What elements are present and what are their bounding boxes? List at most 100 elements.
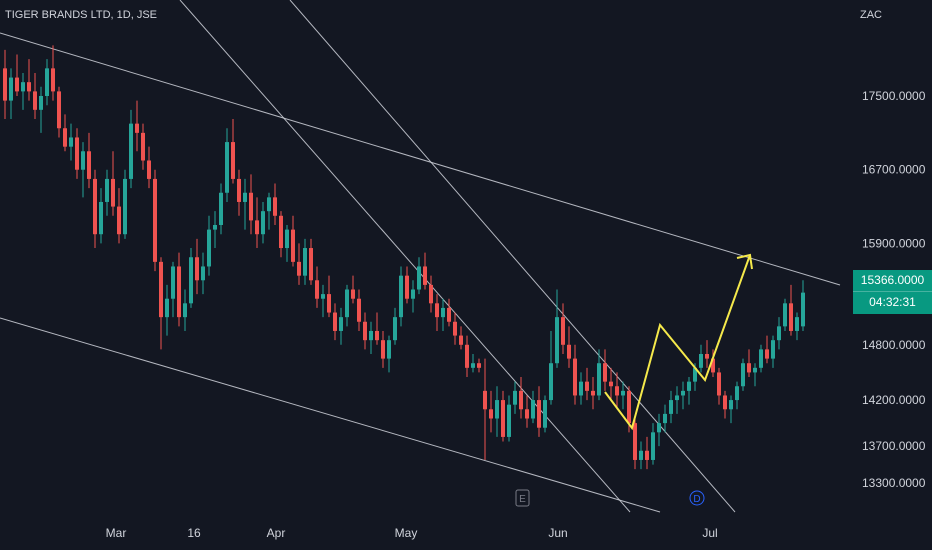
candle-body xyxy=(393,317,397,341)
candle-body xyxy=(273,197,277,216)
candle-body xyxy=(711,358,715,373)
candle-body xyxy=(45,68,49,96)
candle-body xyxy=(69,137,73,147)
candle-body xyxy=(405,275,409,299)
candle-body xyxy=(93,178,97,235)
candle-body xyxy=(27,82,31,92)
candle-body xyxy=(441,307,445,318)
candle-body xyxy=(483,390,487,410)
candle-body xyxy=(363,321,367,341)
y-tick-label: 15900.0000 xyxy=(862,236,926,250)
candle-body xyxy=(525,409,529,419)
x-tick-label: Jun xyxy=(548,526,567,540)
candle-body xyxy=(237,178,241,202)
y-tick-label: 13300.0000 xyxy=(862,476,926,490)
candle-body xyxy=(159,261,163,318)
candle-body xyxy=(549,363,553,401)
candle-body xyxy=(9,77,13,101)
candle-body xyxy=(537,400,541,428)
candle-body xyxy=(15,77,19,92)
candle-body xyxy=(417,266,421,290)
candle-body xyxy=(297,261,301,276)
x-tick-label: Mar xyxy=(106,526,127,540)
candle-body xyxy=(789,303,793,331)
candle-body xyxy=(435,303,439,318)
candle-body xyxy=(33,91,37,110)
candle-body xyxy=(123,178,127,235)
candle-body xyxy=(543,400,547,428)
currency-label: ZAC xyxy=(860,9,882,21)
candle-body xyxy=(771,340,775,359)
candle-body xyxy=(801,292,805,327)
dividend-marker xyxy=(689,490,705,506)
y-tick-label: 14200.0000 xyxy=(862,393,926,407)
dividend-label: D xyxy=(693,494,700,505)
candle-body xyxy=(243,192,247,202)
candle-body xyxy=(171,266,175,299)
candle-body xyxy=(597,363,601,396)
candle-body xyxy=(117,206,121,235)
candle-body xyxy=(309,248,313,281)
candle-body xyxy=(645,450,649,460)
candle-body xyxy=(231,142,235,179)
candle-body xyxy=(411,289,415,299)
y-tick-label: 13700.0000 xyxy=(862,439,926,453)
candle-body xyxy=(573,358,577,396)
candle-body xyxy=(519,390,523,410)
candle-body xyxy=(207,229,211,267)
candle-body xyxy=(699,354,703,368)
candle-body xyxy=(735,386,739,401)
symbol-title: TIGER BRANDS LTD, 1D, JSE xyxy=(5,9,157,21)
x-tick-label: May xyxy=(395,526,418,540)
candle-body xyxy=(663,413,667,424)
candle-body xyxy=(561,317,565,345)
candle-body xyxy=(765,349,769,359)
earnings-marker xyxy=(515,489,530,507)
annotation-path xyxy=(604,254,751,431)
candle-body xyxy=(129,123,133,179)
candle-body xyxy=(489,409,493,419)
candle-body xyxy=(579,381,583,396)
candle-body xyxy=(249,192,253,221)
candle-body xyxy=(21,82,25,92)
candle-body xyxy=(777,326,781,341)
candle-body xyxy=(567,344,571,359)
candle-body xyxy=(675,395,679,401)
earnings-label: E xyxy=(519,494,526,505)
candle-body xyxy=(741,363,745,387)
last-price-value: 15366.0000 xyxy=(860,273,925,287)
candle-body xyxy=(225,142,229,193)
candle-body xyxy=(351,289,355,299)
candle-body xyxy=(135,123,139,133)
candle-body xyxy=(621,390,625,396)
trendline-1 xyxy=(0,32,841,286)
candle-body xyxy=(3,68,7,101)
candle-body xyxy=(369,330,373,341)
candle-body xyxy=(75,137,79,170)
candle-body xyxy=(39,96,43,110)
candle-body xyxy=(267,197,271,212)
candle-body xyxy=(213,225,217,230)
candle-body xyxy=(327,294,331,313)
candle-body xyxy=(381,340,385,359)
candle-body xyxy=(63,128,67,147)
candle-body xyxy=(705,354,709,359)
candle-body xyxy=(105,178,109,202)
candle-body xyxy=(219,192,223,225)
candle-body xyxy=(339,317,343,331)
candle-body xyxy=(681,390,685,396)
candle-body xyxy=(141,132,145,161)
candle-body xyxy=(693,367,697,382)
candle-body xyxy=(357,298,361,322)
candle-body xyxy=(285,229,289,249)
y-tick-label: 16700.0000 xyxy=(862,163,926,177)
candle-body xyxy=(303,248,307,276)
candle-body xyxy=(201,266,205,281)
x-tick-label: 16 xyxy=(187,526,201,540)
candle-body xyxy=(111,178,115,207)
last-price-badge: 15366.0000 04:32:31 xyxy=(853,270,932,314)
annotation-arrow xyxy=(604,253,753,431)
candle-body xyxy=(717,372,721,396)
